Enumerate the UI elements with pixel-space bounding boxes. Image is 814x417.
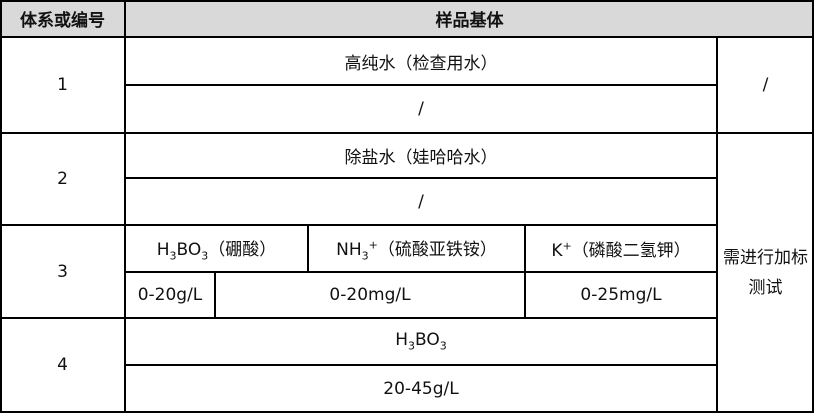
row3-matrix-ammonium: NH3+（硫酸亚铁铵）: [336, 238, 497, 263]
row3-id: 3: [57, 261, 68, 282]
row3-range-ammonium: 0-20mg/L: [329, 285, 411, 305]
header-matrix-column: 样品基体: [125, 0, 814, 37]
row3-range-potassium: 0-25mg/L: [580, 285, 662, 305]
header-id-column: 体系或编号: [0, 0, 125, 37]
row3-matrix-boric-acid: H3BO3（硼酸）: [156, 239, 277, 263]
row1-range: /: [418, 99, 424, 119]
row2-range: /: [418, 191, 424, 212]
row4-matrix: H3BO3: [395, 330, 447, 353]
spike-test-note: 需进行加标测试: [723, 247, 808, 298]
row3-range-boric: 0-20g/L: [137, 285, 203, 305]
row1-matrix: 高纯水（检查用水）: [344, 53, 498, 74]
row2-id: 2: [57, 169, 68, 189]
row1-id: 1: [57, 75, 68, 95]
row3-matrix-potassium: K+（磷酸二氢钾）: [551, 239, 691, 261]
row2-matrix: 除盐水（娃哈哈水）: [344, 148, 498, 168]
row4-range: 20-45g/L: [383, 378, 459, 399]
row1-note: /: [762, 75, 769, 95]
row4-id: 4: [57, 355, 68, 375]
